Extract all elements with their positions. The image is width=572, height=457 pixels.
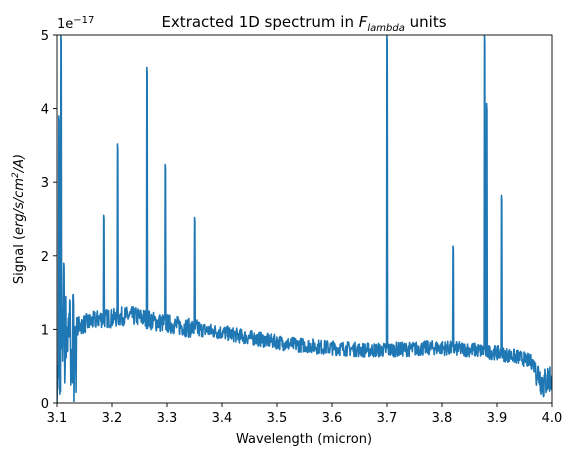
x-tick-label: 3.4 (212, 411, 233, 426)
y-axis-label: Signal (erg/s/cm2/A) (11, 154, 27, 284)
title-math: F (359, 13, 368, 31)
x-tick-label: 3.1 (47, 411, 68, 426)
title-tail: units (405, 13, 447, 31)
x-axis-label: Wavelength (micron) (236, 432, 372, 447)
x-tick-label: 3.7 (377, 411, 398, 426)
y-offset-text: 1e−17 (57, 15, 94, 32)
x-tick-label: 3.8 (432, 411, 453, 426)
chart-title: Extracted 1D spectrum in Flambda units (161, 13, 446, 34)
plot-frame (56, 34, 553, 404)
ylabel-math: erg/s/cm (12, 178, 27, 235)
y-tick-label: 5 (41, 29, 49, 44)
x-tick-label: 3.2 (102, 411, 123, 426)
title-main: Extracted 1D spectrum in (161, 13, 358, 31)
x-axis-ticks: 3.1 3.2 3.3 3.4 3.5 3.6 3.7 3.8 3.9 4.0 (47, 403, 563, 426)
x-tick-label: 3.5 (267, 411, 288, 426)
y-tick-label: 1 (41, 323, 49, 338)
series-group (57, 35, 552, 403)
ylabel-main: Signal ( (12, 235, 27, 284)
x-tick-label: 3.3 (157, 411, 178, 426)
ylabel-superscript: 2 (11, 172, 21, 178)
x-tick-label: 4.0 (542, 411, 563, 426)
y-axis-ticks: 0 1 2 3 4 5 (41, 29, 57, 412)
spectrum-line (57, 35, 552, 403)
x-tick-label: 3.9 (487, 411, 508, 426)
y-tick-label: 3 (41, 176, 49, 191)
ylabel-tail: /A) (12, 154, 27, 173)
x-tick-label: 3.6 (322, 411, 343, 426)
y-tick-label: 2 (41, 250, 49, 265)
y-tick-label: 0 (41, 397, 49, 412)
y-tick-label: 4 (41, 103, 49, 118)
offset-exponent: −17 (73, 15, 94, 26)
title-subscript: lambda (367, 23, 404, 34)
offset-base: 1e (57, 17, 73, 32)
